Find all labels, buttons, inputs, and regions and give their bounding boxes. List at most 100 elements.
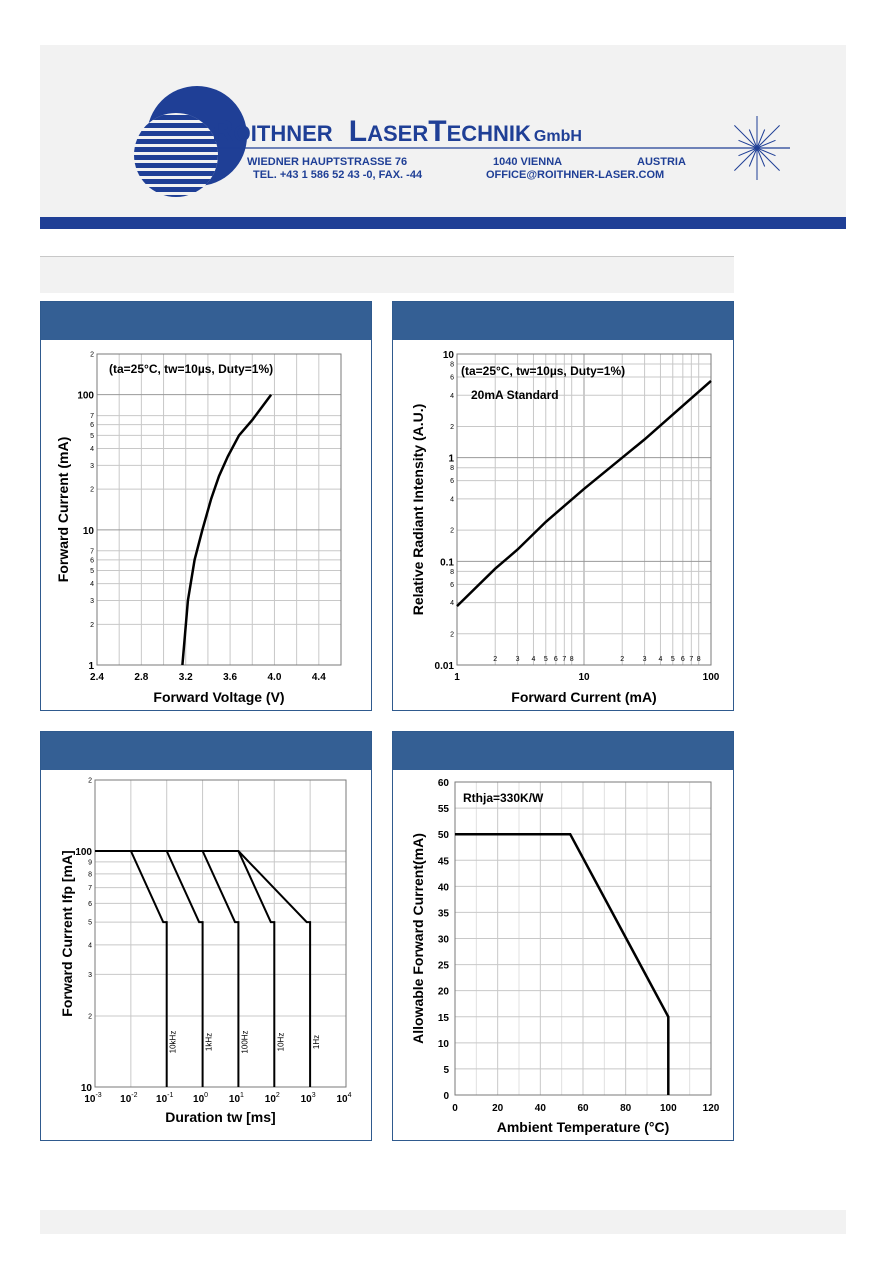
header-rule	[40, 217, 846, 229]
x-minor-tick-label: 5	[671, 656, 675, 663]
series-label-1kHz: 1kHz	[205, 1033, 214, 1051]
x-tick-label: 100	[193, 1092, 208, 1105]
x-tick-label: 2.4	[90, 672, 104, 683]
y-tick-label: 35	[438, 908, 450, 919]
y-major-tick-label: 1	[88, 661, 94, 672]
y-major-tick-label: 10	[443, 350, 455, 361]
x-minor-tick-label: 3	[643, 656, 647, 663]
y-minor-tick-label: 2	[88, 1013, 92, 1020]
y-minor-tick-label: 4	[90, 581, 94, 588]
y-axis-label: Forward Current (mA)	[55, 437, 71, 582]
x-axis-label: Forward Voltage (V)	[153, 689, 284, 705]
y-minor-tick-label: 8	[450, 362, 454, 369]
y-tick-label: 20	[438, 987, 450, 998]
y-tick-label: 45	[438, 856, 450, 867]
y-minor-tick-label: 5	[90, 433, 94, 440]
x-minor-tick-label: 8	[570, 656, 574, 663]
series-line-10kHz	[95, 850, 168, 1087]
x-minor-tick-label: 8	[697, 656, 701, 663]
x-tick-label: 10-1	[156, 1092, 173, 1105]
footer-band	[40, 1210, 846, 1234]
y-tick-label: 50	[438, 830, 450, 841]
series-line	[455, 832, 670, 1095]
annotation-conditions: (ta=25°C, tw=10µs, Duty=1%)	[109, 362, 273, 376]
x-tick-base: 10	[336, 1094, 348, 1105]
x-tick-label: 0	[452, 1103, 458, 1114]
plot-frame	[454, 781, 712, 1096]
y-minor-tick-label: 6	[450, 374, 454, 381]
x-tick-label: 80	[620, 1103, 632, 1114]
x-tick-exponent: 1	[240, 1092, 244, 1099]
x-major-tick-label: 100	[703, 672, 720, 683]
x-tick-exponent: 0	[204, 1092, 208, 1099]
y-axis-label: Relative Radiant Intensity (A.U.)	[410, 404, 426, 616]
y-minor-tick-label: 7	[90, 548, 94, 555]
x-tick-exponent: -1	[167, 1092, 173, 1099]
x-axis-label: Ambient Temperature (°C)	[497, 1119, 670, 1135]
y-minor-tick-label: 3	[90, 463, 94, 470]
x-minor-tick-label: 7	[689, 656, 693, 663]
chart-intensity-vs-current: 2 3 4 5 6 7 8 2 3 4 5 6 7 81 10 1002468246824680.010.11…	[410, 350, 720, 705]
x-minor-tick-label: 3	[516, 656, 520, 663]
x-tick-label: 20	[492, 1103, 504, 1114]
annotation-conditions: (ta=25°C, tw=10µs, Duty=1%)	[461, 364, 625, 378]
panel-radiant-intensity: 2 3 4 5 6 7 8 2 3 4 5 6 7 8 1 10 100 2 4 6 8 2 4 6 8 2 4 6 8 0.01 0.1 1…	[392, 301, 734, 711]
y-minor-tick-label: 9	[88, 859, 92, 866]
x-minor-tick-label: 6	[681, 656, 685, 663]
y-minor-tick-label: 2	[88, 778, 92, 785]
y-major-tick-label: 1	[448, 454, 454, 465]
series-line-100Hz	[166, 850, 240, 1087]
y-minor-tick-label: 4	[450, 496, 454, 503]
y-tick-label: 40	[438, 882, 450, 893]
y-major-tick-label: 100	[77, 391, 94, 402]
y-axis-label: Forward Current Ifp [mA]	[59, 850, 75, 1016]
x-tick-base: 10	[301, 1094, 313, 1105]
panel-header	[41, 732, 371, 770]
x-tick-base: 10	[193, 1094, 205, 1105]
x-minor-tick-label: 4	[659, 656, 663, 663]
y-minor-tick-label: 6	[90, 422, 94, 429]
chart-forward-current-vs-voltage: 2 3 4 5 6 7 2 3 4 5 6 7 2 1 10 100 2.4 2.8 3.2 3.6 4.0 4.4 (ta…	[55, 352, 342, 705]
y-tick-label: 30	[438, 935, 450, 946]
letterhead: ROITHNER LASERTECHNIK GmbH WIEDNER HAUPTS…	[40, 45, 846, 217]
y-major-tick-label: 10	[83, 526, 95, 537]
x-major-tick-label: 1	[454, 672, 460, 683]
y-major-tick-label: 100	[75, 847, 92, 858]
y-minor-tick-label: 6	[90, 557, 94, 564]
x-major-tick-label: 10	[578, 672, 590, 683]
y-minor-tick-label: 2	[90, 352, 94, 359]
x-tick-exponent: 2	[276, 1092, 280, 1099]
x-tick-exponent: 4	[348, 1092, 352, 1099]
y-minor-tick-label: 8	[450, 569, 454, 576]
x-tick-exponent: -2	[131, 1092, 137, 1099]
plot-frame	[96, 353, 342, 666]
series-line-1kHz	[130, 850, 204, 1087]
y-minor-tick-label: 4	[88, 942, 92, 949]
x-tick-label: 103	[301, 1092, 316, 1105]
y-minor-tick-label: 2	[90, 487, 94, 494]
y-minor-tick-label: 8	[450, 465, 454, 472]
y-tick-label: 10	[438, 1039, 450, 1050]
y-minor-tick-label: 2	[450, 424, 454, 431]
y-minor-tick-label: 7	[88, 885, 92, 892]
x-tick-label: 100	[660, 1103, 677, 1114]
y-minor-tick-label: 7	[90, 413, 94, 420]
x-tick-base: 10	[265, 1094, 277, 1105]
y-axis-label: Allowable Forward Current(mA)	[410, 833, 426, 1044]
y-minor-tick-label: 6	[88, 901, 92, 908]
annotation-rthja: Rthja=330K/W	[463, 791, 544, 805]
y-minor-tick-label: 4	[450, 393, 454, 400]
x-tick-base: 10	[229, 1094, 241, 1105]
x-minor-tick-label: 2	[620, 656, 624, 663]
y-minor-tick-label: 2	[450, 528, 454, 535]
x-minor-tick-label: 2	[493, 656, 497, 663]
x-tick-label: 101	[229, 1092, 244, 1105]
series-line	[456, 379, 712, 607]
x-tick-label: 102	[265, 1092, 280, 1105]
logo-striped-circle	[134, 113, 218, 197]
x-tick-label: 3.6	[223, 672, 237, 683]
series-line-1Hz	[202, 850, 312, 1087]
x-tick-label: 60	[577, 1103, 589, 1114]
x-tick-label: 10-3	[84, 1092, 101, 1105]
y-minor-tick-label: 6	[450, 582, 454, 589]
